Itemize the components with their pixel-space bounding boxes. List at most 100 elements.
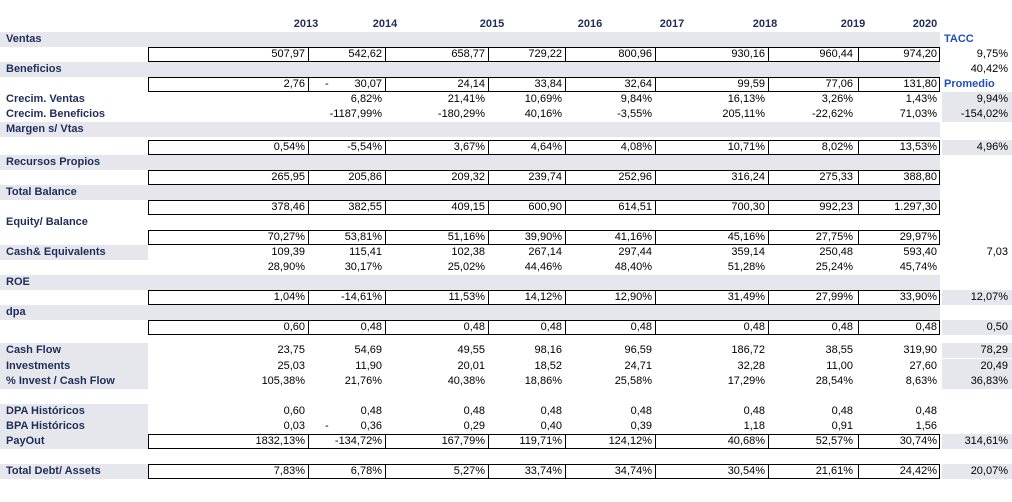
cell-value: 316,24 xyxy=(731,171,765,183)
cell-value: 25,03 xyxy=(277,360,305,372)
cell-value: 98,16 xyxy=(534,344,562,356)
label-band xyxy=(0,343,148,389)
cell-value: 8,63% xyxy=(905,375,937,387)
cell-value: 23,75 xyxy=(277,344,305,356)
cell-divider xyxy=(655,47,656,62)
cell-divider xyxy=(565,200,566,215)
cell-value: 593,40 xyxy=(903,246,937,258)
cell-divider xyxy=(858,77,859,92)
side-band xyxy=(942,107,1012,122)
cell-value: 33,84 xyxy=(534,78,562,90)
cell-value: 21,76% xyxy=(344,375,382,387)
cell-divider xyxy=(858,230,859,245)
cell-value: 0,48 xyxy=(540,405,562,417)
cell-divider xyxy=(858,140,859,155)
cell-value: 44,46% xyxy=(524,261,562,273)
cell-divider xyxy=(565,290,566,305)
cell-divider xyxy=(565,434,566,449)
cell-divider xyxy=(565,230,566,245)
cell-value: 2,76 xyxy=(283,78,305,90)
cell-value: 29,97% xyxy=(899,231,937,243)
row-band xyxy=(0,122,940,137)
cell-value: 45,16% xyxy=(727,231,765,243)
cell-value: 4,08% xyxy=(620,141,652,153)
cell-divider xyxy=(308,140,309,155)
cell-value: 8,02% xyxy=(821,141,853,153)
side-band xyxy=(942,290,1012,305)
cell-value: 6,82% xyxy=(350,93,382,105)
side-value: 20,49 xyxy=(980,360,1008,372)
row-label: dpa xyxy=(6,306,26,318)
cell-divider xyxy=(768,47,769,62)
row-band xyxy=(0,155,940,170)
cell-divider xyxy=(768,434,769,449)
cell-divider xyxy=(858,464,859,479)
cell-value: 17,29% xyxy=(727,375,765,387)
row-label: Equity/ Balance xyxy=(6,216,88,228)
cell-value: 0,48 xyxy=(743,321,765,333)
row-border xyxy=(148,230,940,245)
cell-value: 992,23 xyxy=(819,201,853,213)
cell-divider xyxy=(308,77,309,92)
cell-value: 21,61% xyxy=(815,465,853,477)
row-border xyxy=(148,290,940,305)
cell-value: -180,29% xyxy=(437,108,485,120)
cell-value: 5,27% xyxy=(453,465,485,477)
cell-divider xyxy=(488,200,489,215)
cell-value: 40,68% xyxy=(727,435,765,447)
cell-value: 33,74% xyxy=(524,465,562,477)
side-value: 9,94% xyxy=(976,93,1008,105)
cell-value: 27,60 xyxy=(909,360,937,372)
cell-divider xyxy=(488,77,489,92)
cell-value: 27,75% xyxy=(815,231,853,243)
row-border xyxy=(148,200,940,215)
cell-value: 0,39 xyxy=(630,420,652,432)
cell-value: -134,72% xyxy=(334,435,382,447)
cell-divider xyxy=(858,200,859,215)
label-band xyxy=(0,464,148,479)
cell-value: 250,48 xyxy=(819,246,853,258)
cell-value: 24,42% xyxy=(899,465,937,477)
row-label: Recursos Propios xyxy=(6,156,101,168)
cell-value: 131,80 xyxy=(903,78,937,90)
cell-divider xyxy=(565,464,566,479)
side-value: -154,02% xyxy=(960,108,1008,120)
cell-divider xyxy=(385,170,386,185)
cell-divider xyxy=(385,140,386,155)
cell-value: 51,16% xyxy=(447,231,485,243)
cell-value: 6,78% xyxy=(350,465,382,477)
label-band xyxy=(0,404,148,449)
side-value: 9,75% xyxy=(976,48,1008,60)
cell-divider xyxy=(655,434,656,449)
year-header: 2019 xyxy=(840,18,866,30)
cell-value: 0,91 xyxy=(831,420,853,432)
cell-value: -22,62% xyxy=(812,108,853,120)
cell-divider xyxy=(488,320,489,335)
cell-value: 0,48 xyxy=(915,405,937,417)
cell-divider xyxy=(385,47,386,62)
side-value: 7,03 xyxy=(986,246,1008,258)
cell-value: 31,49% xyxy=(727,291,765,303)
row-label: Ventas xyxy=(6,33,42,45)
row-border xyxy=(148,140,940,155)
cell-divider xyxy=(655,77,656,92)
cell-value: 102,38 xyxy=(451,246,485,258)
cell-value: 11,00 xyxy=(826,360,853,372)
cell-divider xyxy=(655,320,656,335)
cell-value: 28,90% xyxy=(267,261,305,273)
cell-value: 267,14 xyxy=(528,246,562,258)
row-border xyxy=(148,77,940,92)
cell-value: 0,48 xyxy=(831,321,853,333)
cell-value: 28,54% xyxy=(815,375,853,387)
cell-value: 115,41 xyxy=(349,246,382,258)
cell-value: 9,84% xyxy=(620,93,652,105)
cell-value: 0,60 xyxy=(283,405,305,417)
row-border xyxy=(148,47,940,62)
cell-divider xyxy=(385,434,386,449)
cell-value: 0,48 xyxy=(831,405,853,417)
cell-divider xyxy=(308,47,309,62)
row-border xyxy=(148,434,940,449)
cell-value: 11,53% xyxy=(448,291,486,303)
cell-value: 388,80 xyxy=(903,171,937,183)
cell-value: 974,20 xyxy=(903,48,937,60)
